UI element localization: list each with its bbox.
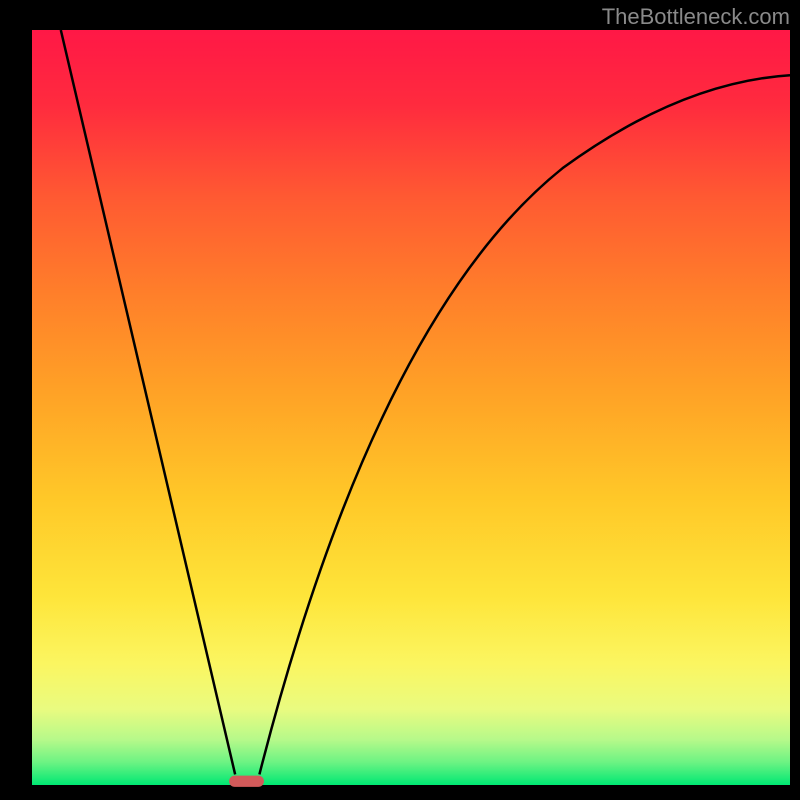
valley-marker <box>229 776 264 787</box>
bottleneck-chart <box>0 0 800 800</box>
chart-frame: TheBottleneck.com <box>0 0 800 800</box>
plot-background <box>32 30 790 785</box>
watermark-text: TheBottleneck.com <box>602 4 790 30</box>
